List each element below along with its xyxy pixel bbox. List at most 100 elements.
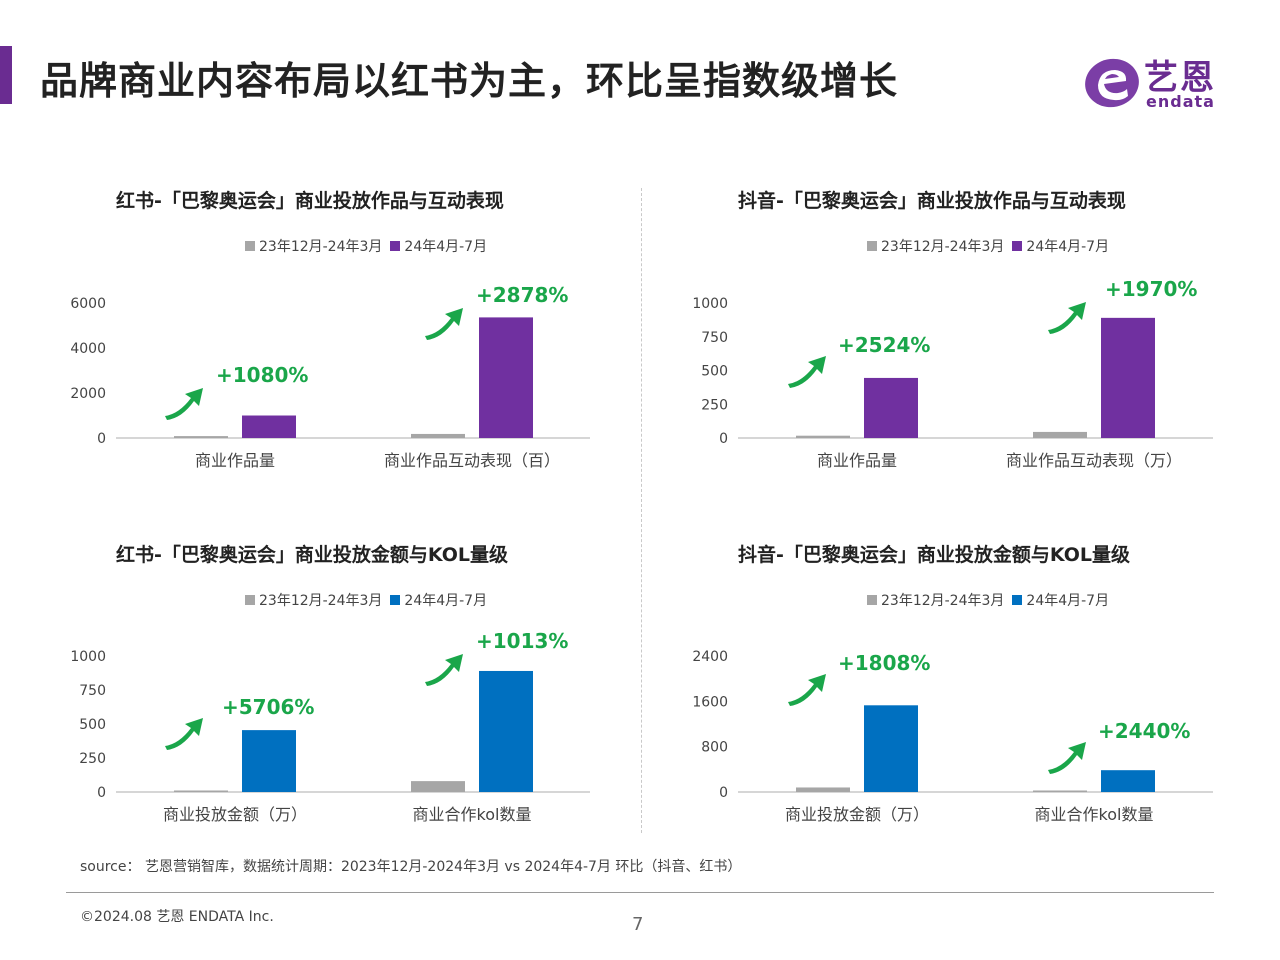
growth-label: +1013% xyxy=(476,629,568,653)
chart-4-title: 抖音-「巴黎奥运会」商业投放金额与KOL量级 xyxy=(738,544,1131,566)
y-tick-label: 750 xyxy=(79,683,106,699)
growth-label: +1970% xyxy=(1105,277,1197,301)
growth-label: +1808% xyxy=(838,651,930,675)
chart-4-legend: 23年12月-24年3月 24年4月-7月 xyxy=(867,590,1117,610)
growth-arrow-icon xyxy=(788,356,826,388)
legend-swatch-blue xyxy=(1012,595,1023,605)
growth-arrow-icon xyxy=(788,674,826,706)
x-category-label: 商业合作kol数量 xyxy=(413,805,532,824)
legend-label: 24年4月-7月 xyxy=(1026,593,1110,609)
bar xyxy=(1101,317,1155,438)
y-tick-label: 250 xyxy=(79,751,106,767)
y-tick-label: 1600 xyxy=(692,694,728,710)
legend-item-prev: 23年12月-24年3月 xyxy=(245,590,382,610)
vertical-divider xyxy=(641,188,642,833)
bar xyxy=(479,317,533,438)
source-note: source： 艺恩营销智库，数据统计周期：2023年12月-2024年3月 v… xyxy=(80,859,742,875)
page-number: 7 xyxy=(632,914,644,935)
growth-arrow-shape xyxy=(165,388,203,420)
legend-item-curr: 24年4月-7月 xyxy=(1012,236,1109,256)
growth-arrow-shape xyxy=(788,674,826,706)
legend-label: 23年12月-24年3月 xyxy=(881,593,1005,609)
growth-arrow-icon xyxy=(425,308,463,340)
legend-item-curr: 24年4月-7月 xyxy=(390,236,487,256)
x-category-label: 商业合作kol数量 xyxy=(1035,805,1154,824)
growth-label: +1080% xyxy=(216,363,308,387)
bar xyxy=(174,436,228,438)
growth-label: +2524% xyxy=(838,333,930,357)
growth-arrow-icon xyxy=(165,718,203,750)
growth-arrow-icon xyxy=(165,388,203,420)
bar xyxy=(242,415,296,438)
y-tick-label: 500 xyxy=(701,364,728,380)
bar xyxy=(411,433,465,438)
legend-swatch-purple xyxy=(1012,241,1023,251)
y-tick-label: 800 xyxy=(701,740,728,756)
bar xyxy=(1033,431,1087,438)
growth-arrow-icon xyxy=(1048,302,1086,334)
x-category-label: 商业作品互动表现（百） xyxy=(384,451,560,470)
chart-2-title: 抖音-「巴黎奥运会」商业投放作品与互动表现 xyxy=(738,190,1126,212)
growth-arrow-shape xyxy=(788,356,826,388)
endata-logo-icon xyxy=(1085,58,1139,108)
copyright: ©2024.08 艺恩 ENDATA Inc. xyxy=(80,909,274,925)
growth-arrow-shape xyxy=(1048,302,1086,334)
legend-swatch-gray xyxy=(245,595,255,605)
legend-label: 24年4月-7月 xyxy=(404,593,488,609)
growth-arrow-shape xyxy=(1048,742,1086,774)
bar xyxy=(479,670,533,792)
y-tick-label: 2000 xyxy=(70,386,106,402)
y-tick-label: 250 xyxy=(701,397,728,413)
y-tick-label: 750 xyxy=(701,330,728,346)
page-title: 品牌商业内容布局以红书为主，环比呈指数级增长 xyxy=(40,59,899,103)
legend-label: 24年4月-7月 xyxy=(404,239,488,255)
chart-1-legend: 23年12月-24年3月 24年4月-7月 xyxy=(245,236,495,256)
bar xyxy=(242,730,296,792)
legend-swatch-purple xyxy=(390,241,401,251)
logo-english-text: endata xyxy=(1146,92,1215,111)
legend-label: 24年4月-7月 xyxy=(1026,239,1110,255)
y-tick-label: 1000 xyxy=(692,296,728,312)
growth-arrow-shape xyxy=(425,308,463,340)
legend-swatch-gray xyxy=(867,241,877,251)
growth-arrow-icon xyxy=(425,654,463,686)
chart-3-title: 红书-「巴黎奥运会」商业投放金额与KOL量级 xyxy=(116,544,509,566)
x-category-label: 商业作品互动表现（万） xyxy=(1006,451,1182,470)
endata-logo: 艺恩 endata xyxy=(1082,50,1242,114)
bar xyxy=(1033,790,1087,792)
y-tick-label: 6000 xyxy=(70,296,106,312)
growth-label: +2878% xyxy=(476,283,568,307)
bar xyxy=(864,377,918,438)
y-tick-label: 500 xyxy=(79,717,106,733)
y-tick-label: 4000 xyxy=(70,341,106,357)
x-category-label: 商业投放金额（万） xyxy=(163,805,307,824)
legend-label: 23年12月-24年3月 xyxy=(259,239,383,255)
legend-item-prev: 23年12月-24年3月 xyxy=(245,236,382,256)
legend-swatch-gray xyxy=(245,241,255,251)
growth-label: +2440% xyxy=(1098,719,1190,743)
bar xyxy=(174,790,228,792)
chart-3-legend: 23年12月-24年3月 24年4月-7月 xyxy=(245,590,495,610)
legend-item-curr: 24年4月-7月 xyxy=(390,590,487,610)
legend-label: 23年12月-24年3月 xyxy=(259,593,383,609)
growth-arrow-shape xyxy=(165,718,203,750)
bar xyxy=(796,435,850,438)
y-tick-label: 0 xyxy=(97,785,106,801)
chart-1-title: 红书-「巴黎奥运会」商业投放作品与互动表现 xyxy=(116,190,504,212)
bar xyxy=(796,787,850,792)
growth-label: +5706% xyxy=(222,695,314,719)
y-tick-label: 0 xyxy=(97,431,106,447)
y-tick-label: 1000 xyxy=(70,649,106,665)
growth-arrow-shape xyxy=(425,654,463,686)
y-tick-label: 0 xyxy=(719,431,728,447)
chart-2-legend: 23年12月-24年3月 24年4月-7月 xyxy=(867,236,1117,256)
growth-arrow-icon xyxy=(1048,742,1086,774)
legend-item-prev: 23年12月-24年3月 xyxy=(867,590,1004,610)
y-tick-label: 0 xyxy=(719,785,728,801)
bar xyxy=(864,705,918,792)
x-category-label: 商业投放金额（万） xyxy=(785,805,929,824)
title-accent-bar xyxy=(0,46,12,104)
